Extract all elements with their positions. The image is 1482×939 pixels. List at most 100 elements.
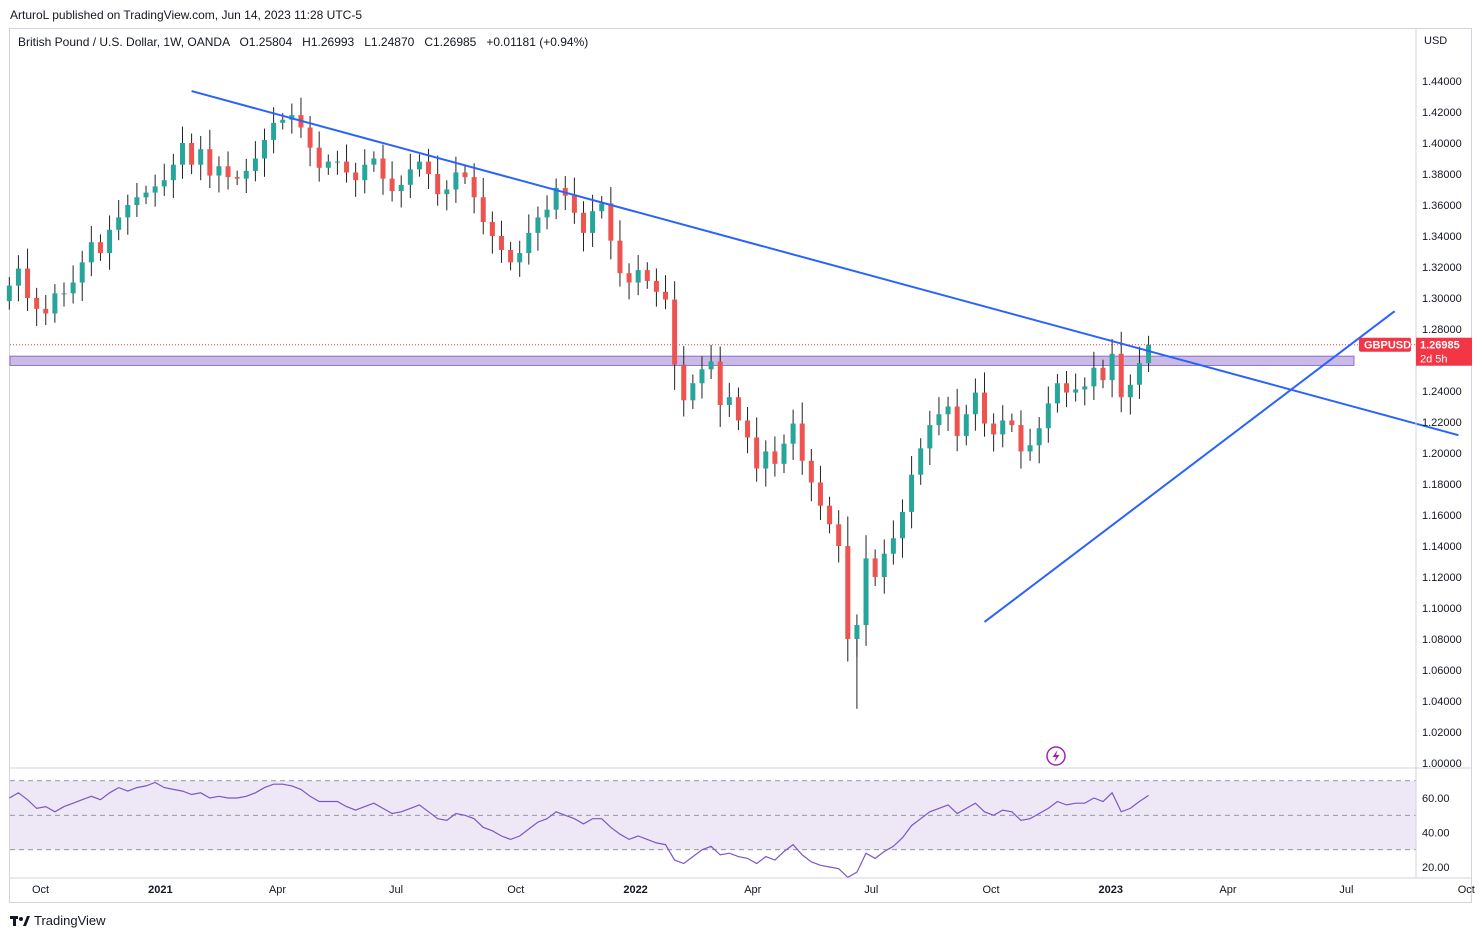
- candle: [918, 438, 924, 485]
- candle: [535, 206, 541, 251]
- price-tick-label: 1.20000: [1422, 448, 1462, 460]
- candle: [799, 402, 805, 475]
- candle-body: [781, 443, 787, 464]
- candle-body: [170, 164, 176, 181]
- candle-body: [471, 177, 477, 198]
- price-tick-label: 1.04000: [1422, 696, 1462, 708]
- candle: [508, 241, 514, 271]
- candle-body: [25, 268, 31, 298]
- candle-body: [398, 184, 404, 192]
- time-tick-label: 2022: [623, 884, 647, 896]
- time-tick-label: 2023: [1099, 884, 1123, 896]
- candle-body: [535, 217, 541, 233]
- candle: [134, 182, 140, 218]
- price-tick-label: 1.14000: [1422, 541, 1462, 553]
- candle: [1027, 428, 1033, 461]
- candle-body: [927, 425, 933, 449]
- ascending-trendline: [983, 310, 1396, 623]
- candle-body: [626, 273, 632, 283]
- candle: [881, 539, 887, 594]
- candle-body: [426, 161, 432, 174]
- candle-body: [216, 166, 222, 176]
- candle: [963, 404, 969, 446]
- candle: [362, 149, 368, 194]
- candle-body: [699, 369, 705, 384]
- candle-body: [43, 308, 49, 314]
- price-tick-label: 1.30000: [1422, 293, 1462, 305]
- lightning-icon-bolt: [1052, 750, 1060, 762]
- candle-body: [271, 122, 277, 140]
- candle-body: [1000, 420, 1006, 435]
- candle: [817, 465, 823, 521]
- candle-body: [480, 197, 486, 223]
- candle: [143, 185, 149, 205]
- candle: [170, 153, 176, 199]
- candle-body: [580, 212, 586, 233]
- candle: [189, 133, 195, 175]
- price-tick-label: 1.42000: [1422, 107, 1462, 119]
- candle: [1091, 351, 1097, 400]
- candle-body: [735, 397, 741, 421]
- candle: [754, 417, 760, 482]
- candle-body: [553, 187, 559, 210]
- candle: [763, 440, 769, 487]
- candle: [781, 434, 787, 474]
- candle: [663, 275, 669, 310]
- candle: [398, 175, 404, 208]
- candle: [1082, 377, 1088, 406]
- candle: [553, 178, 559, 220]
- candle: [435, 155, 441, 206]
- candle-body: [599, 203, 605, 212]
- candle-body: [1109, 353, 1115, 381]
- candle-body: [1146, 344, 1152, 364]
- candle-body: [243, 170, 249, 179]
- candle: [116, 200, 122, 241]
- candle: [489, 211, 495, 254]
- candle: [872, 549, 878, 586]
- candle-body: [280, 119, 286, 123]
- candle: [945, 396, 951, 431]
- candle: [681, 346, 687, 417]
- footer-brand: TradingView: [34, 913, 106, 928]
- candle-body: [590, 211, 596, 233]
- candle-body: [1082, 386, 1088, 390]
- candle-body: [544, 209, 550, 218]
- candle-body: [1054, 383, 1060, 404]
- candle-body: [61, 293, 67, 295]
- support-zone: [9, 355, 1355, 366]
- symbol-tag-text: GBPUSD: [1364, 340, 1411, 352]
- candle: [316, 131, 322, 182]
- candle-body: [708, 361, 714, 370]
- candle: [827, 496, 833, 534]
- candle-body: [936, 414, 942, 426]
- candle: [1146, 335, 1152, 373]
- candle: [690, 374, 696, 410]
- candle-body: [453, 172, 459, 190]
- candle-body: [663, 291, 669, 300]
- candle-body: [362, 164, 368, 181]
- candle: [453, 156, 459, 203]
- candle-body: [763, 451, 769, 469]
- candle: [52, 284, 58, 323]
- candle: [1127, 374, 1133, 415]
- candle: [407, 153, 413, 199]
- candle-body: [909, 474, 915, 512]
- candle: [416, 154, 422, 177]
- candle-body: [70, 282, 76, 294]
- candle: [498, 220, 504, 263]
- candle: [708, 344, 714, 379]
- candle-body: [745, 420, 751, 438]
- time-tick-label: 2021: [148, 884, 172, 896]
- candle: [198, 136, 204, 181]
- candle-body: [1036, 428, 1042, 446]
- candle: [1136, 346, 1142, 399]
- candle: [480, 178, 486, 235]
- price-tick-label: 1.22000: [1422, 417, 1462, 429]
- candle-body: [179, 143, 185, 165]
- candle: [972, 378, 978, 431]
- candle-body: [717, 361, 723, 405]
- candle: [726, 382, 732, 417]
- symbol-legend: British Pound / U.S. Dollar, 1W, OANDA O…: [18, 35, 588, 49]
- candle: [635, 255, 641, 296]
